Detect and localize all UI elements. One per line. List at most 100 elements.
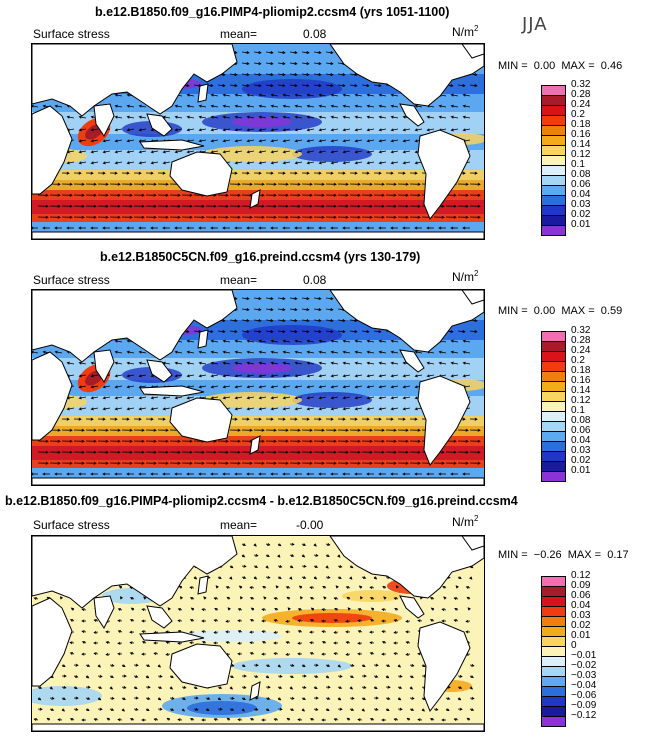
panel3-units: N/m2 (452, 514, 478, 529)
colorbar-tick-label: 0.16 (571, 129, 591, 140)
asia-landmass (32, 536, 238, 609)
colorbar-tick-label: 0.12 (571, 149, 591, 160)
colorbar-tick-label: 0.03 (571, 199, 591, 210)
colorbar-swatch (541, 225, 566, 236)
australia-landmass (169, 151, 233, 197)
panel2-colorbar: 0.32 0.28 0.24 0.2 0.18 0.16 0.14 0.12 0.1 0.08 0.… (541, 325, 621, 483)
panel1-mean-value: 0.08 (303, 27, 327, 41)
panel2-units-exp: 2 (474, 269, 479, 278)
panel1-mean-label: mean= (220, 27, 258, 41)
australia-landmass (169, 643, 233, 689)
colorbar-tick-label: −0.12 (571, 710, 597, 721)
colorbar-tick-label: 0.03 (571, 610, 591, 621)
panel3-min-value: −0.26 (533, 549, 562, 561)
panel2-title: b.e12.B1850C5CN.f09_g16.preind.ccsm4 (yr… (100, 250, 421, 264)
india-landmass (93, 103, 115, 137)
colorbar-tick-label: 0.08 (571, 169, 591, 180)
asia-landmass (32, 44, 238, 117)
colorbar-tick-label: 0.16 (571, 375, 591, 386)
panel2-map (31, 289, 485, 486)
colorbar-tick-label: 0.28 (571, 335, 591, 346)
colorbar-tick-label: 0.32 (571, 79, 591, 90)
colorbar-tick-label: 0 (571, 640, 577, 651)
panel3-units-exp: 2 (474, 514, 479, 523)
greenland-landmass (461, 44, 484, 59)
colorbar-tick-label: −0.09 (571, 700, 597, 711)
panel1-title: b.e12.B1850.f09_g16.PIMP4-pliomip2.ccsm4… (95, 5, 450, 19)
nz-landmass (249, 435, 261, 455)
panel3-max-label: MAX = (567, 549, 602, 561)
panel3-mean-value: -0.00 (296, 518, 324, 532)
colorbar-tick-label: 0.18 (571, 119, 591, 130)
colorbar-tick-label: 0.2 (571, 355, 585, 366)
colorbar-tick-label: 0.24 (571, 345, 591, 356)
colorbar-tick-label: 0.12 (571, 570, 591, 581)
africa-landmass (32, 351, 73, 441)
panel3-colorbar: 0.12 0.09 0.06 0.04 0.03 0.02 0.01 0 −0.01 −0.02−… (541, 570, 621, 728)
season-label: JJA (522, 14, 548, 35)
panel1-max-label: MAX = (561, 60, 595, 72)
colorbar-tick-label: 0.14 (571, 385, 591, 396)
colorbar-tick-label: 0.06 (571, 179, 591, 190)
india-landmass (93, 595, 115, 629)
camerica-landmass (399, 103, 425, 127)
antarctic-landmass (32, 723, 484, 731)
indonesia-landmass (139, 631, 205, 643)
asia-landmass (32, 290, 238, 363)
panel1-max-value: 0.46 (600, 60, 623, 72)
panel3-field-label: Surface stress (33, 518, 110, 532)
indonesia-landmass (139, 139, 205, 151)
namerica-landmass (329, 44, 484, 107)
colorbar-tick-label: 0.09 (571, 580, 591, 591)
seasia-landmass (146, 359, 173, 383)
panel2-field-label: Surface stress (33, 273, 110, 287)
panel1-field-label: Surface stress (33, 27, 110, 41)
africa-landmass (32, 597, 73, 687)
panel1-min-value: 0.00 (533, 60, 556, 72)
colorbar-tick-label: 0.24 (571, 99, 591, 110)
colorbar-tick-label: 0.04 (571, 189, 591, 200)
namerica-landmass (329, 290, 484, 353)
nz-landmass (249, 189, 261, 209)
panel3-units-text: N/m (452, 515, 474, 529)
panel2-min-value: 0.00 (533, 305, 556, 317)
panel1-min-label: MIN = (498, 60, 528, 72)
colorbar-tick-label: −0.03 (571, 670, 597, 681)
colorbar-tick-label: −0.04 (571, 680, 597, 691)
panel2-max-value: 0.59 (600, 305, 623, 317)
panel3-min-label: MIN = (498, 549, 528, 561)
india-landmass (93, 349, 115, 383)
camerica-landmass (399, 595, 425, 619)
colorbar-tick-label: 0.32 (571, 325, 591, 336)
panel2-units: N/m2 (452, 269, 478, 284)
colorbar-swatch (541, 716, 566, 727)
panel2-mean-value: 0.08 (303, 273, 327, 287)
panel3-minmax: MIN = −0.26 MAX = 0.17 (498, 549, 629, 561)
colorbar-tick-label: 0.06 (571, 425, 591, 436)
colorbar-tick-label: 0.12 (571, 395, 591, 406)
camerica-landmass (399, 349, 425, 373)
colorbar-tick-label: 0.08 (571, 415, 591, 426)
colorbar-tick-label: 0.02 (571, 209, 591, 220)
colorbar-tick-label: 0.02 (571, 455, 591, 466)
samerica-landmass (417, 375, 471, 467)
antarctic-landmass (32, 477, 484, 485)
colorbar-swatch (541, 471, 566, 482)
colorbar-tick-label: 0.01 (571, 465, 591, 476)
panel1-units-exp: 2 (474, 24, 479, 33)
japan-landmass (197, 329, 209, 349)
colorbar-tick-label: 0.01 (571, 219, 591, 230)
colorbar-tick-label: −0.01 (571, 650, 597, 661)
samerica-landmass (417, 621, 471, 713)
nz-landmass (249, 681, 261, 701)
panel3-title: b.e12.B1850.f09_g16.PIMP4-pliomip2.ccsm4… (5, 494, 518, 508)
colorbar-tick-label: 0.1 (571, 159, 585, 170)
panel1-colorbar: 0.32 0.28 0.24 0.2 0.18 0.16 0.14 0.12 0.1 0.08 0.… (541, 79, 621, 237)
africa-landmass (32, 105, 73, 195)
panel1-minmax: MIN = 0.00 MAX = 0.46 (498, 60, 622, 72)
colorbar-tick-label: 0.2 (571, 109, 585, 120)
panel1-units: N/m2 (452, 24, 478, 39)
colorbar-tick-label: 0.04 (571, 435, 591, 446)
panel2-min-label: MIN = (498, 305, 528, 317)
colorbar-tick-label: 0.18 (571, 365, 591, 376)
